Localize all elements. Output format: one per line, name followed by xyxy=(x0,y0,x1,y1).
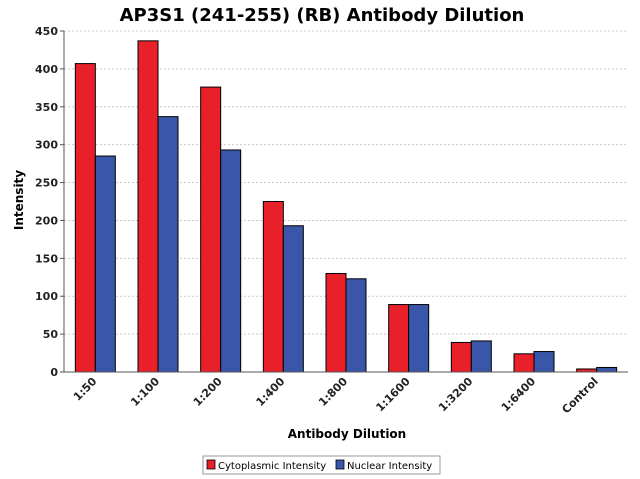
bar-nuclear xyxy=(533,351,555,373)
y-tick-label: 50 xyxy=(43,328,59,341)
y-tick-label: 0 xyxy=(50,366,58,379)
x-tick-label: 1:100 xyxy=(128,375,162,409)
legend-label: Nuclear Intensity xyxy=(347,461,432,472)
x-tick-label: 1:3200 xyxy=(436,375,476,415)
legend-box xyxy=(202,455,441,475)
x-tick-label: Control xyxy=(559,375,600,416)
x-tick-label: 1:50 xyxy=(71,375,100,404)
legend-swatch xyxy=(206,459,216,470)
y-tick-label: 100 xyxy=(35,290,58,303)
y-tick-label: 200 xyxy=(35,214,58,227)
bar-nuclear xyxy=(345,278,367,373)
y-tick-label: 450 xyxy=(35,25,58,38)
legend-swatch xyxy=(335,459,345,470)
x-tick-label: 1:6400 xyxy=(499,375,539,415)
y-tick-label: 250 xyxy=(35,177,58,190)
bar-nuclear xyxy=(470,340,492,373)
bar-cytoplasmic xyxy=(388,304,410,373)
x-axis-label: Antibody Dilution xyxy=(288,427,406,441)
bar-nuclear xyxy=(408,304,430,373)
bar-cytoplasmic xyxy=(513,353,535,373)
legend-label: Cytoplasmic Intensity xyxy=(218,461,326,472)
legend: Cytoplasmic Intensity Nuclear Intensity xyxy=(202,455,441,475)
y-tick-label: 300 xyxy=(35,139,58,152)
y-axis-label: Intensity xyxy=(12,170,26,230)
y-tick-labels: 0 50 100 150 200 250 300 350 400 450 xyxy=(35,25,58,379)
y-tick-label: 400 xyxy=(35,63,58,76)
y-tick-label: 350 xyxy=(35,101,58,114)
axes xyxy=(63,31,628,373)
x-tick-labels: 1:50 1:100 1:200 1:400 1:800 1:1600 1:3200 1:64… xyxy=(71,375,601,417)
x-tick-label: 1:200 xyxy=(191,375,225,409)
bar-nuclear xyxy=(157,116,179,373)
bar-cytoplasmic xyxy=(74,63,96,373)
y-tick-label: 150 xyxy=(35,252,58,265)
bar-cytoplasmic xyxy=(137,40,159,373)
bar-nuclear xyxy=(220,149,242,373)
bar-cytoplasmic xyxy=(450,341,472,373)
chart-title: AP3S1 (241-255) (RB) Antibody Dilution xyxy=(120,5,525,26)
bars xyxy=(74,40,618,373)
bar-cytoplasmic xyxy=(200,86,222,373)
bar-nuclear xyxy=(596,366,618,373)
bar-nuclear xyxy=(94,155,116,373)
bar-nuclear xyxy=(282,225,304,373)
x-tick-label: 1:800 xyxy=(316,375,350,409)
x-tick-label: 1:1600 xyxy=(373,375,413,415)
bar-cytoplasmic xyxy=(325,272,347,373)
bar-cytoplasmic xyxy=(262,201,284,373)
x-tick-label: 1:400 xyxy=(254,375,288,409)
